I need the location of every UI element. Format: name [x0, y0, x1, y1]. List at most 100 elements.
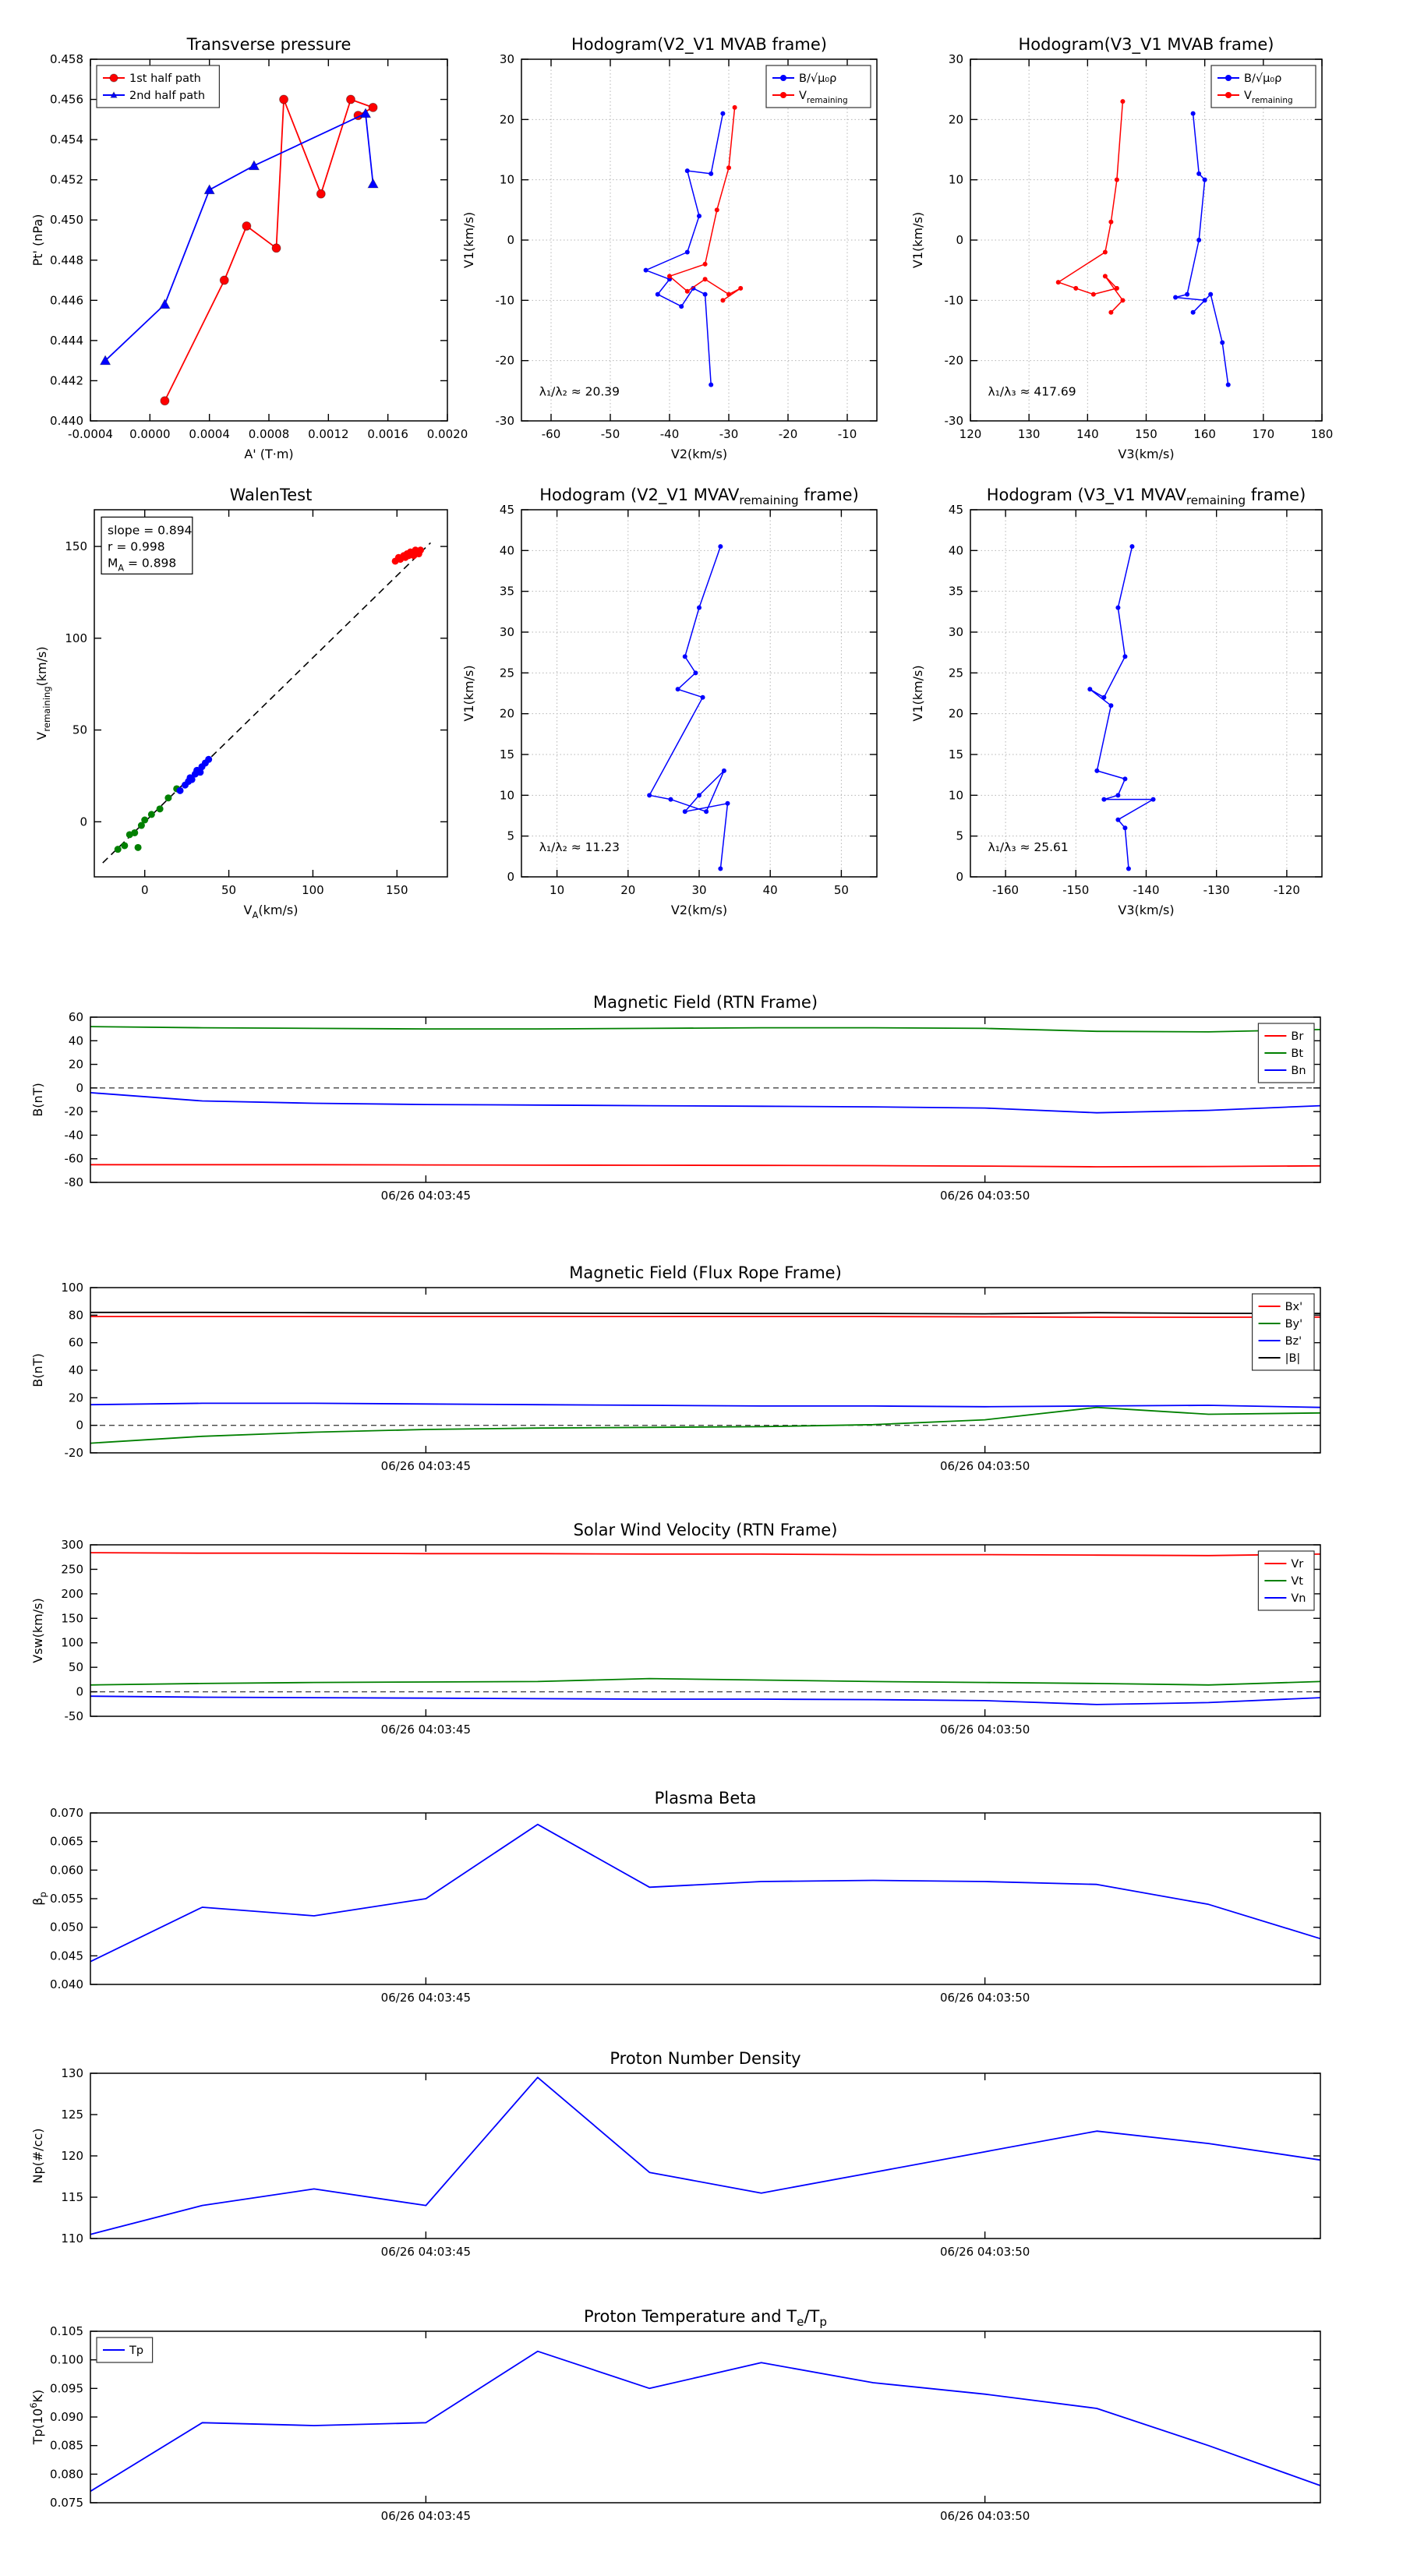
x-tick-label: 0	[141, 883, 149, 897]
data-point-marker	[1196, 171, 1202, 176]
y-tick-label: 0.055	[50, 1892, 83, 1906]
y-tick-label: 0.450	[50, 213, 83, 227]
series-|B|	[90, 1311, 1321, 1315]
y-tick-label: 25	[949, 666, 963, 680]
y-axis-label: B(nT)	[30, 1353, 45, 1387]
data-point-marker	[693, 670, 698, 676]
data-point-marker	[1108, 703, 1114, 708]
chart-legend: B/√μ₀ρ Vremaining	[765, 65, 871, 108]
x-tick-label: 170	[1253, 427, 1275, 441]
data-point-marker	[1225, 92, 1232, 98]
series-1st half path	[164, 98, 374, 401]
legend-label: Bn	[1291, 1065, 1306, 1077]
legend-label: Vremaining	[1244, 90, 1293, 105]
x-tick-label: 180	[1311, 427, 1334, 441]
data-point-marker	[205, 755, 213, 763]
chart-legend: Bx' By' Bz' |B|	[1251, 1293, 1315, 1371]
y-tick-label: 40	[500, 543, 514, 557]
x-tick-label: 06/26 04:03:50	[940, 1723, 1030, 1737]
data-point-marker	[726, 292, 731, 297]
series-Np	[90, 2076, 1321, 2235]
y-tick-label: 0	[80, 814, 87, 829]
chart-hodogram-v2v1-mvab: -60 -50 -40 -30 -20 -10 -30 -20 -10 0 10 20 30 Hodogr…	[461, 35, 878, 461]
data-point-marker	[1122, 776, 1128, 782]
annotation-text: λ₁/λ₂ ≈ 11.23	[539, 840, 620, 854]
axes-frame	[90, 1812, 1321, 1985]
y-axis-label: Vsw(km/s)	[30, 1598, 45, 1663]
y-tick-label: 30	[500, 52, 514, 66]
annotation-text: λ₁/λ₃ ≈ 25.61	[988, 840, 1069, 854]
y-tick-label: 30	[500, 625, 514, 639]
data-point-marker	[137, 822, 145, 829]
y-tick-label: 125	[61, 2108, 83, 2122]
x-tick-label: 100	[302, 883, 324, 897]
data-point-marker	[1122, 825, 1128, 831]
data-point-marker	[1150, 797, 1156, 802]
legend-label: |B|	[1285, 1352, 1301, 1365]
y-tick-label: 0.456	[50, 93, 83, 107]
chart-title: Magnetic Field (Flux Rope Frame)	[569, 1263, 842, 1282]
legend-label: Bx'	[1285, 1301, 1303, 1313]
data-point-marker	[697, 605, 702, 610]
x-tick-label: 0.0004	[189, 427, 230, 441]
y-tick-label: 35	[500, 585, 514, 599]
y-tick-label: 200	[61, 1587, 83, 1601]
series-Bz'	[90, 1402, 1321, 1408]
data-point-marker	[164, 794, 172, 802]
y-axis-label: V1(km/s)	[461, 665, 476, 721]
x-tick-label: 06/26 04:03:50	[940, 2245, 1030, 2259]
chart-hodogram-v2v1-mvav: 10 20 30 40 50 0 5 10 15 20 25 30 35 40 45 Hodogram (V2…	[461, 486, 878, 917]
chart-title: WalenTest	[230, 486, 313, 504]
y-tick-label: -20	[945, 354, 964, 368]
series-Bt	[90, 1026, 1321, 1033]
y-tick-label: 0.452	[50, 173, 83, 187]
y-tick-label: 0	[507, 233, 514, 247]
data-point-marker	[147, 811, 155, 818]
x-tick-label: 40	[763, 883, 778, 897]
y-tick-label: 10	[500, 173, 514, 187]
y-tick-label: 250	[61, 1562, 83, 1576]
y-tick-label: -20	[65, 1104, 84, 1118]
data-point-marker	[367, 178, 379, 189]
series-beta_p	[90, 1823, 1321, 1963]
annotation: λ₁/λ₂ ≈ 11.23	[539, 840, 620, 854]
y-axis-label: βp	[30, 1892, 48, 1906]
x-tick-label: 06/26 04:03:50	[940, 1991, 1030, 2005]
data-point-marker	[1196, 238, 1202, 242]
series-V_remaining	[669, 107, 741, 301]
data-point-marker	[188, 776, 196, 783]
data-point-marker	[1208, 292, 1214, 297]
data-point-marker	[643, 267, 648, 273]
y-tick-label: 0.075	[50, 2496, 83, 2510]
y-tick-label: 10	[949, 788, 963, 802]
y-tick-label: 5	[507, 829, 514, 843]
data-point-marker	[1120, 298, 1126, 303]
x-tick-label: 0.0000	[129, 427, 171, 441]
x-tick-label: 160	[1193, 427, 1216, 441]
data-point-marker	[668, 797, 673, 802]
data-point-marker	[702, 261, 708, 267]
data-point-marker	[1225, 75, 1232, 81]
data-point-marker	[156, 805, 164, 813]
data-point-marker	[725, 800, 730, 806]
y-tick-label: 0.458	[50, 52, 83, 66]
y-tick-label: 0.060	[50, 1863, 83, 1877]
data-point-marker	[679, 304, 684, 309]
data-point-marker	[718, 544, 723, 549]
chart-proton-density: 06/26 04:03:45 06/26 04:03:50 110 115 120 125…	[30, 2049, 1321, 2259]
y-tick-label: 0.440	[50, 414, 83, 428]
y-tick-label: 0.045	[50, 1949, 83, 1963]
x-axis-label: V2(km/s)	[671, 903, 727, 917]
y-tick-label: -20	[65, 1446, 84, 1460]
y-tick-label: 30	[949, 52, 963, 66]
data-point-marker	[1115, 605, 1121, 610]
axes-frame	[90, 1544, 1321, 1717]
y-axis-label: V1(km/s)	[461, 212, 476, 268]
data-point-marker	[1122, 654, 1128, 659]
data-point-marker	[1102, 274, 1108, 279]
y-tick-label: -50	[65, 1709, 84, 1723]
y-tick-label: -10	[945, 293, 964, 307]
annotation: λ₁/λ₂ ≈ 20.39	[539, 385, 620, 399]
chart-walen-test: 0 50 100 150 0 50 100 150 WalenTest VA(km/s) Vrema…	[34, 486, 448, 921]
